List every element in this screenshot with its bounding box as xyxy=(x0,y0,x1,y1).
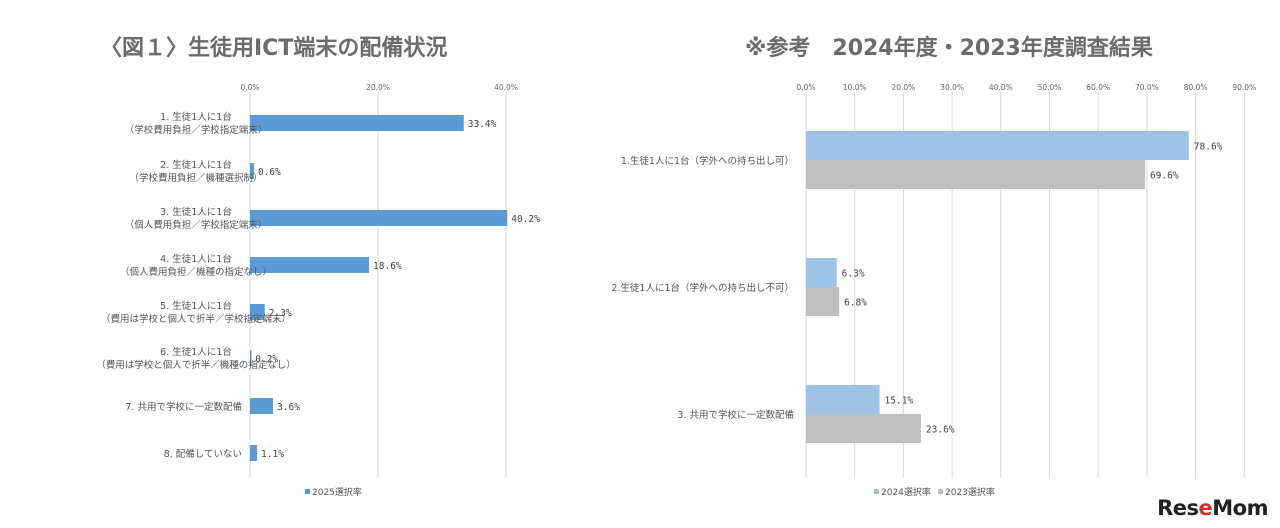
right-data-label: 23.6% xyxy=(926,425,955,436)
left-category-label: （費用は学校と個人で折半／学校指定端末） xyxy=(101,313,291,325)
left-chart-title: 〈図１〉生徒用ICT端末の配備状況 xyxy=(100,36,448,61)
left-data-label: 40.2% xyxy=(511,214,540,225)
left-category-label: 3. 生徒1人に1台 xyxy=(160,206,232,218)
left-tick-label: 20.0% xyxy=(366,83,390,92)
right-data-label: 6.8% xyxy=(844,298,867,309)
left-bar xyxy=(250,304,265,320)
right-tick-label: 0.0% xyxy=(796,83,815,92)
right-data-label: 78.6% xyxy=(1194,142,1223,153)
left-data-label: 0.2% xyxy=(255,354,278,365)
left-bar xyxy=(250,398,274,414)
left-tick-label: 40.0% xyxy=(494,83,518,92)
left-category-label: （個人費用負担／機種の指定なし） xyxy=(120,266,272,278)
left-data-label: 0.6% xyxy=(258,167,281,178)
left-bar xyxy=(250,115,464,131)
left-bar xyxy=(250,445,258,461)
right-data-label: 69.6% xyxy=(1150,171,1179,182)
right-legend-swatch-2024 xyxy=(874,489,879,494)
left-tick-label: 0.0% xyxy=(240,83,259,92)
right-tick-label: 10.0% xyxy=(843,83,867,92)
left-category-label: 2. 生徒1人に1台 xyxy=(160,159,232,171)
right-tick-label: 40.0% xyxy=(989,83,1013,92)
left-category-label: 1. 生徒1人に1台 xyxy=(160,111,232,123)
right-tick-label: 50.0% xyxy=(1038,83,1062,92)
right-legend-label-2023: 2023選択率 xyxy=(945,486,995,498)
right-tick-label: 20.0% xyxy=(891,83,915,92)
right-chart-title: ※参考 2024年度・2023年度調査結果 xyxy=(745,36,1153,61)
right-legend-swatch-2023 xyxy=(938,489,943,494)
resemom-logo: ReseMom xyxy=(1157,496,1268,520)
left-data-label: 3.6% xyxy=(277,402,300,413)
right-bar xyxy=(806,385,880,414)
left-category-label: 4. 生徒1人に1台 xyxy=(160,253,232,265)
right-category-label: 2.生徒1人に1台（学外への持ち出し不可） xyxy=(611,282,794,294)
right-bar xyxy=(806,287,840,316)
left-bar xyxy=(250,257,370,273)
left-category-label: 8. 配備していない xyxy=(164,448,242,460)
left-category-label: 7. 共用で学校に一定数配備 xyxy=(125,401,242,413)
left-data-label: 2.3% xyxy=(269,308,292,319)
left-legend-label: 2025選択率 xyxy=(312,486,362,498)
left-data-label: 1.1% xyxy=(261,449,284,460)
right-data-label: 15.1% xyxy=(885,396,914,407)
right-bar xyxy=(806,131,1189,160)
right-legend-label-2024: 2024選択率 xyxy=(881,486,931,498)
right-bar xyxy=(806,258,837,287)
left-data-label: 33.4% xyxy=(468,119,497,130)
right-tick-label: 30.0% xyxy=(940,83,964,92)
left-bar xyxy=(250,350,252,366)
left-category-label: （学校費用負担／機種選択制） xyxy=(129,172,262,184)
right-bar xyxy=(806,160,1145,189)
left-legend-swatch xyxy=(305,489,310,494)
right-tick-label: 70.0% xyxy=(1135,83,1159,92)
left-category-label: 5. 生徒1人に1台 xyxy=(160,300,232,312)
right-category-label: 3. 共用で学校に一定数配備 xyxy=(677,409,794,421)
left-data-label: 18.6% xyxy=(373,261,402,272)
right-tick-label: 80.0% xyxy=(1184,83,1208,92)
left-category-label: （費用は学校と個人で折半／機種の指定なし） xyxy=(96,359,296,371)
left-category-label: （学校費用負担／学校指定端末） xyxy=(125,124,268,136)
left-category-label: 6. 生徒1人に1台 xyxy=(160,346,232,358)
right-bar xyxy=(806,414,921,443)
right-tick-label: 90.0% xyxy=(1232,83,1256,92)
right-category-label: 1.生徒1人に1台（学外への持ち出し可） xyxy=(621,155,794,167)
right-tick-label: 60.0% xyxy=(1086,83,1110,92)
left-category-label: （個人費用負担／学校指定端末） xyxy=(125,219,268,231)
right-data-label: 6.3% xyxy=(842,269,865,280)
left-bar xyxy=(250,210,508,226)
left-bar xyxy=(250,163,254,179)
